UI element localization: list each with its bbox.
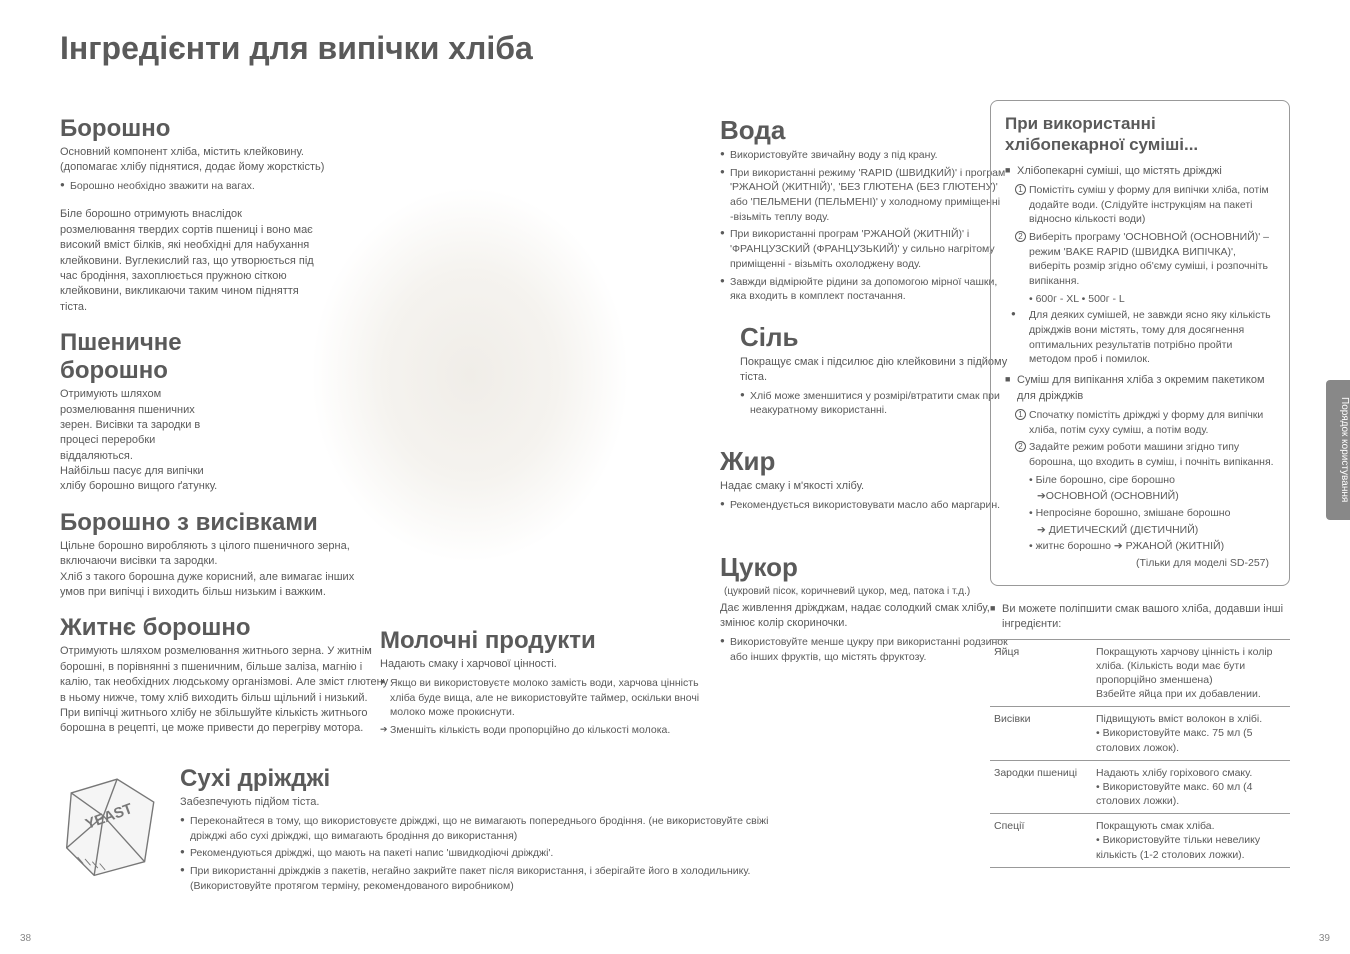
mix-s1: Хлібопекарні суміші, що містять дріжджі [1005,164,1275,179]
improve-heading: Ви можете поліпшити смак вашого хліба, д… [990,602,1290,633]
mix-i2: • Непросіяне борошно, змішане борошно [1005,506,1275,521]
left-column: Борошно Основний компонент хліба, містит… [60,115,360,751]
dairy-section: Молочні продукти Надають смаку і харчово… [380,627,700,741]
yeast-b1: Переконайтеся в тому, що використовуєте … [180,814,780,843]
page-number-left: 38 [20,933,31,944]
side-tab: Порядок користування [1326,380,1350,520]
bran-heading: Борошно з висівками [60,509,360,537]
table-cell: Покращують харчову цінність і колір хліб… [1092,639,1290,707]
mix-n2: 2Виберіть програму 'ОСНОВНОЙ (ОСНОВНИЙ)'… [1005,230,1275,289]
yeast-icon: YEAST [55,770,170,880]
mix-i1a: ➔ОСНОВНОЙ (ОСНОВНИЙ) [1005,489,1275,504]
mix-box: При використанні хлібопекарної суміші...… [990,100,1290,586]
wheat-body: Отримують шляхом розмелювання пшеничних … [60,387,230,495]
table-row: ВисівкиПідвищують вміст волокон в хлібі.… [990,707,1290,761]
bran-body: Цільне борошно виробляють з цілого пшени… [60,539,360,601]
mix-n2b: • 600г - XL • 500г - L [1005,292,1275,307]
fat-heading: Жир [720,446,1010,477]
table-cell: Підвищують вміст волокон в хлібі. • Вико… [1092,707,1290,761]
mix-heading: При використанні хлібопекарної суміші... [1005,113,1275,156]
sidebar: При використанні хлібопекарної суміші...… [990,100,1290,868]
flour-heading: Борошно [60,115,360,143]
dairy-arrow: Зменшіть кількість води пропорційно до к… [380,723,700,738]
yeast-b2: Рекомендуються дріжджі, що мають на паке… [180,846,780,861]
table-row: Зародки пшениціНадають хлібу горіхового … [990,760,1290,814]
flour-bullet: Борошно необхідно зважити на вагах. [60,179,360,194]
mix-s2: Суміш для випікання хліба з окремим паке… [1005,373,1275,404]
water-b1: Використовуйте звичайну воду з під крану… [720,148,1010,163]
mix-n4: 2Задайте режим роботи машини згідно типу… [1005,440,1275,469]
mix-n1: 1Помістіть суміш у форму для випічки хлі… [1005,183,1275,227]
mix-b1: Для деяких сумішей, не завжди ясно яку к… [1011,308,1275,367]
dairy-heading: Молочні продукти [380,627,700,655]
sugar-subtitle: Дає живлення дріжджам, надає солодкий см… [720,601,1010,631]
mix-n3: 1Спочатку помістіть дріжджі у форму для … [1005,408,1275,437]
water-heading: Вода [720,115,1010,146]
fat-subtitle: Надає смаку і м'якості хлібу. [720,479,1010,494]
wheat-heading: Пшеничне борошно [60,329,230,385]
yeast-section: Сухі дріжджі Забезпечують підйом тіста. … [180,765,780,896]
table-row: СпеціїПокращують смак хліба. • Використо… [990,814,1290,868]
mix-i3b: (Тільки для моделі SD-257) [1005,556,1275,571]
right-column: Вода Використовуйте звичайну воду з під … [720,115,1010,679]
salt-b1: Хліб може зменшитися у розмірі/втратити … [740,389,1010,418]
mix-i1: • Біле борошно, сіре борошно [1005,473,1275,488]
table-cell: Висівки [990,707,1092,761]
table-row: ЯйцяПокращують харчову цінність і колір … [990,639,1290,707]
dairy-subtitle: Надають смаку і харчової цінності. [380,657,700,672]
sugar-b1: Використовуйте менше цукру при використа… [720,635,1010,664]
page-number-right: 39 [1319,933,1330,944]
page-title: Інгредієнти для випічки хліба [60,30,1290,67]
flour-body: Біле борошно отримують внаслідок розмелю… [60,207,320,315]
table-cell: Яйця [990,639,1092,707]
table-cell: Надають хлібу горіхового смаку. • Викори… [1092,760,1290,814]
flour-subtitle: Основний компонент хліба, містить клейко… [60,145,360,175]
dairy-bullet: Якщо ви використовуєте молоко замість во… [380,676,700,720]
yeast-heading: Сухі дріжджі [180,765,780,793]
salt-heading: Сіль [740,322,1010,353]
yeast-subtitle: Забезпечують підйом тіста. [180,795,780,810]
table-cell: Зародки пшениці [990,760,1092,814]
water-b3: При використанні програм 'РЖАНОЙ (ЖИТНІЙ… [720,227,1010,271]
mix-i3: • житнє борошно ➔ РЖАНОЙ (ЖИТНІЙ) [1005,539,1275,554]
water-b2: При використанні режиму 'RAPID (ШВИДКИЙ)… [720,166,1010,225]
sugar-heading: Цукор [720,552,798,582]
water-b4: Завжди відмірюйте рідини за допомогою мі… [720,275,1010,304]
yeast-b3: При використанні дріжджів з пакетів, нег… [180,864,780,893]
rye-body: Отримують шляхом розмелювання житнього з… [60,644,390,736]
table-cell: Спеції [990,814,1092,868]
table-cell: Покращують смак хліба. • Використовуйте … [1092,814,1290,868]
ingredients-table: ЯйцяПокращують харчову цінність і колір … [990,639,1290,868]
sugar-inline: (цукровий пісок, коричневий цукор, мед, … [724,586,970,598]
salt-subtitle: Покращує смак і підсилює дію клейковини … [740,355,1010,385]
fat-b1: Рекомендується використовувати масло або… [720,498,1010,513]
mix-i2a: ➔ ДИЕТИЧЕСКИЙ (ДІЄТИЧНИЙ) [1005,523,1275,538]
rye-heading: Житнє борошно [60,614,390,642]
